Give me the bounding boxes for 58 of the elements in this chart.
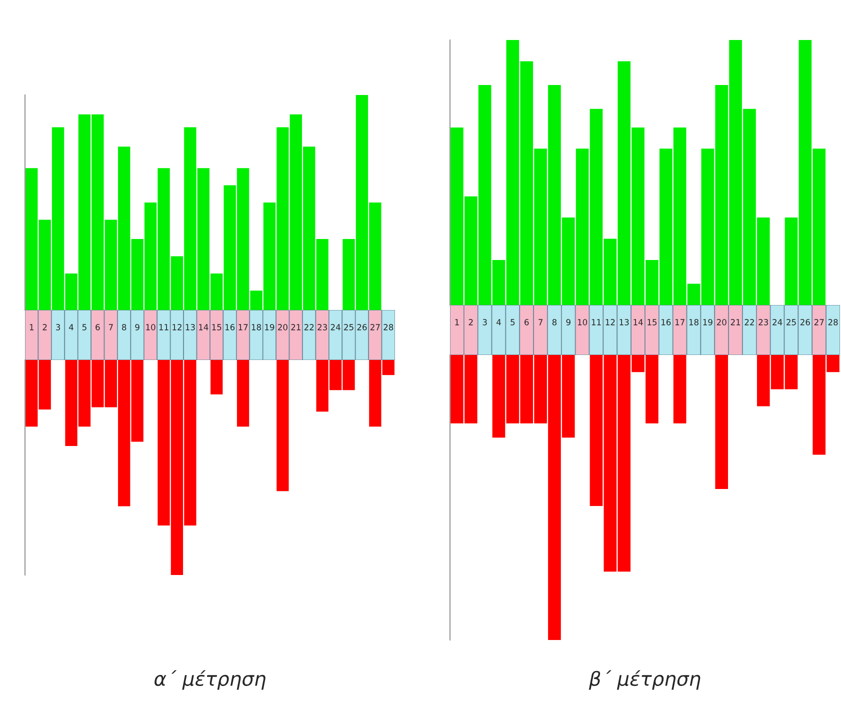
x-tick-label: 7 [108, 324, 113, 330]
x-tick-label: 22 [304, 324, 314, 330]
x-tick-label: 13 [620, 319, 629, 326]
x-tick-label: 16 [662, 319, 671, 326]
x-tick-label: 10 [146, 324, 156, 330]
x-tick-label: 10 [578, 319, 588, 326]
x-tick-label: 17 [238, 324, 248, 330]
x-tick-label: 11 [159, 324, 168, 330]
x-tick-label: 15 [212, 324, 222, 330]
x-tick-label: 23 [318, 324, 327, 330]
x-tick-label: 5 [510, 319, 515, 326]
x-tick-label: 8 [122, 324, 126, 330]
x-tick-label: 4 [496, 319, 501, 326]
x-tick-label: 16 [225, 324, 235, 330]
x-tick-label: 1 [30, 324, 34, 330]
text: β΄ μέτρηση [588, 670, 700, 690]
text: α΄ μέτρηση [154, 670, 266, 690]
x-tick-label: 27 [814, 319, 824, 326]
x-tick-label: 26 [800, 319, 810, 326]
x-tick-label: 11 [592, 319, 601, 326]
x-tick-label: 14 [634, 319, 643, 326]
x-tick-label: 6 [96, 324, 100, 330]
x-tick-label: 18 [689, 319, 698, 326]
x-tick-label: 12 [606, 319, 615, 326]
x-tick-label: 19 [265, 324, 274, 330]
x-tick-label: 15 [648, 319, 657, 326]
x-tick-label: 19 [703, 319, 712, 326]
x-tick-label: 5 [82, 324, 86, 330]
x-tick-label: 22 [744, 319, 754, 326]
x-tick-label: 28 [384, 324, 394, 330]
x-tick-label: 25 [344, 324, 354, 330]
x-tick-label: 21 [291, 324, 300, 330]
x-tick-label: 24 [330, 324, 340, 330]
x-tick-label: 12 [172, 324, 182, 330]
x-tick-label: 14 [199, 324, 208, 330]
x-tick-label: 8 [552, 319, 557, 326]
x-tick-label: 24 [772, 319, 782, 326]
x-tick-label: 2 [42, 324, 47, 330]
x-tick-label: 18 [252, 324, 261, 330]
x-tick-label: 17 [675, 319, 684, 326]
x-tick-label: 28 [828, 319, 838, 326]
x-tick-label: 9 [135, 324, 140, 330]
x-tick-label: 25 [786, 319, 796, 326]
x-tick-label: 9 [566, 319, 570, 326]
x-tick-label: 2 [468, 319, 473, 326]
x-tick-label: 20 [716, 319, 726, 326]
x-tick-label: 3 [56, 324, 60, 330]
x-tick-label: 1 [455, 319, 459, 326]
x-tick-label: 4 [69, 324, 74, 330]
x-tick-label: 26 [357, 324, 367, 330]
x-tick-label: 27 [370, 324, 380, 330]
x-tick-label: 13 [186, 324, 195, 330]
x-tick-label: 3 [482, 319, 487, 326]
x-tick-label: 7 [538, 319, 542, 326]
x-tick-label: 21 [730, 319, 740, 326]
x-tick-label: 20 [278, 324, 288, 330]
x-tick-label: 6 [524, 319, 529, 326]
x-tick-label: 23 [758, 319, 768, 326]
